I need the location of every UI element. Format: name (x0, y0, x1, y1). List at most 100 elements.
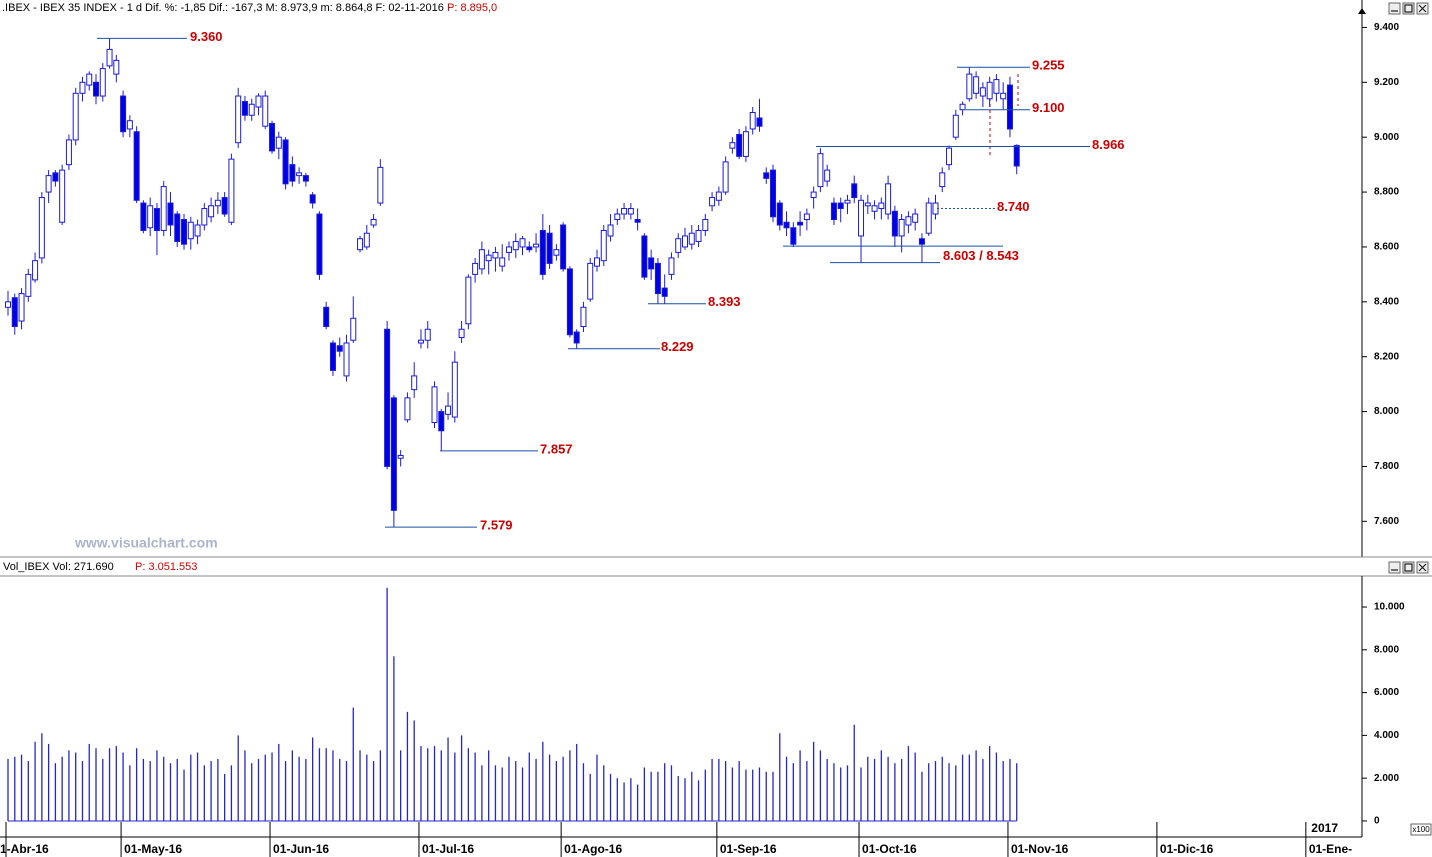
candle-body (742, 131, 749, 157)
candle-body (553, 249, 560, 256)
candle-body (634, 219, 641, 223)
volume-header-price: P: 3.051.553 (135, 561, 197, 573)
candle-body (858, 199, 865, 237)
candle-body (702, 219, 709, 231)
minimize-button[interactable] (1388, 561, 1401, 574)
candle-body (187, 221, 194, 240)
candle-body (648, 257, 655, 270)
y-tick-label: 8.000 (1374, 644, 1399, 655)
candle-body (194, 224, 201, 237)
candle-body (140, 202, 147, 231)
candle-body (99, 68, 106, 97)
y-tick-label: 10.000 (1374, 602, 1405, 613)
candle-body (18, 293, 25, 322)
candle-body (336, 345, 343, 352)
candle-body (174, 213, 181, 242)
candle-body (1000, 92, 1007, 100)
candle-body (52, 172, 59, 182)
x-tick-label: 01-May-16 (124, 842, 182, 856)
candle-body (72, 92, 79, 141)
candle-body (65, 139, 72, 166)
volume-unit: x100 (1412, 825, 1430, 834)
candle-body (59, 169, 66, 223)
candle-body (11, 297, 18, 328)
candle-body (573, 331, 580, 344)
candle-body (363, 232, 370, 248)
chart-header: .IBEX - IBEX 35 INDEX - 1 d Dif. %: -1,8… (2, 2, 444, 14)
candle-body (600, 229, 607, 262)
candle-body (262, 95, 269, 127)
candle-body (688, 232, 695, 245)
candle-body (384, 328, 391, 467)
candle-body (153, 208, 160, 231)
candle-body (221, 197, 228, 215)
level-label: 7.857 (540, 441, 573, 456)
candle-body (235, 95, 242, 144)
minimize-button[interactable] (1388, 2, 1401, 15)
candle-body (350, 317, 357, 341)
y-tick-label: 2.000 (1374, 773, 1399, 784)
candle-body (201, 208, 208, 226)
candle-body (1006, 84, 1013, 130)
candle-body (749, 111, 756, 130)
year-label: 2017 (1311, 821, 1338, 835)
volume-header: Vol_IBEX Vol: 271.690 (3, 561, 114, 573)
candle-body (918, 238, 925, 245)
candle-body (675, 238, 682, 253)
candle-body (377, 166, 384, 204)
candle-body (289, 164, 296, 182)
candle-body (837, 202, 844, 210)
candle-body (729, 142, 736, 149)
level-label: 9.360 (190, 29, 223, 44)
candle-body (79, 81, 86, 94)
y-tick-label: 6.000 (1374, 687, 1399, 698)
candle-body (106, 48, 113, 67)
axis-arrow (1358, 8, 1366, 14)
y-tick-label: 7.800 (1374, 461, 1399, 472)
candle-body (891, 210, 898, 237)
maximize-button[interactable] (1402, 2, 1415, 15)
candle-body (797, 221, 804, 226)
candle-body (316, 213, 323, 275)
level-label: 8.393 (708, 294, 741, 309)
y-tick-label: 9.400 (1374, 22, 1399, 33)
candle-body (878, 202, 885, 210)
candle-body (329, 342, 336, 371)
candle-body (411, 375, 418, 391)
candle-body (357, 238, 364, 251)
candle-body (86, 73, 93, 86)
candle-body (25, 273, 32, 297)
candle-body (830, 202, 837, 221)
candle-body (120, 95, 127, 133)
y-tick-label: 0 (1374, 816, 1380, 827)
candle-body (736, 133, 743, 157)
candle-body (566, 268, 573, 336)
candle-body (465, 276, 472, 325)
candle-body (296, 172, 303, 177)
candle-body (871, 205, 878, 212)
candle-body (343, 342, 350, 377)
candle-body (912, 213, 919, 223)
candle-body (756, 117, 763, 127)
candle-body (478, 249, 485, 270)
candle-body (925, 202, 932, 234)
candle-body (1013, 144, 1020, 167)
maximize-button[interactable] (1402, 561, 1415, 574)
candle-body (147, 205, 154, 229)
candle-body (979, 87, 986, 97)
candle-body (587, 262, 594, 300)
candle-body (458, 328, 465, 338)
candle-body (661, 287, 668, 297)
candle-body (973, 76, 980, 94)
y-tick-label: 8.600 (1374, 242, 1399, 253)
candle-body (472, 262, 479, 275)
candle-body (492, 251, 499, 259)
candle-body (113, 59, 120, 75)
candle-body (38, 197, 45, 259)
button-icons (1391, 4, 1427, 572)
candle-body (986, 81, 993, 100)
candle-body (803, 213, 810, 221)
candle-body (255, 95, 262, 108)
candle-body (228, 158, 235, 223)
candle-body (654, 262, 661, 295)
